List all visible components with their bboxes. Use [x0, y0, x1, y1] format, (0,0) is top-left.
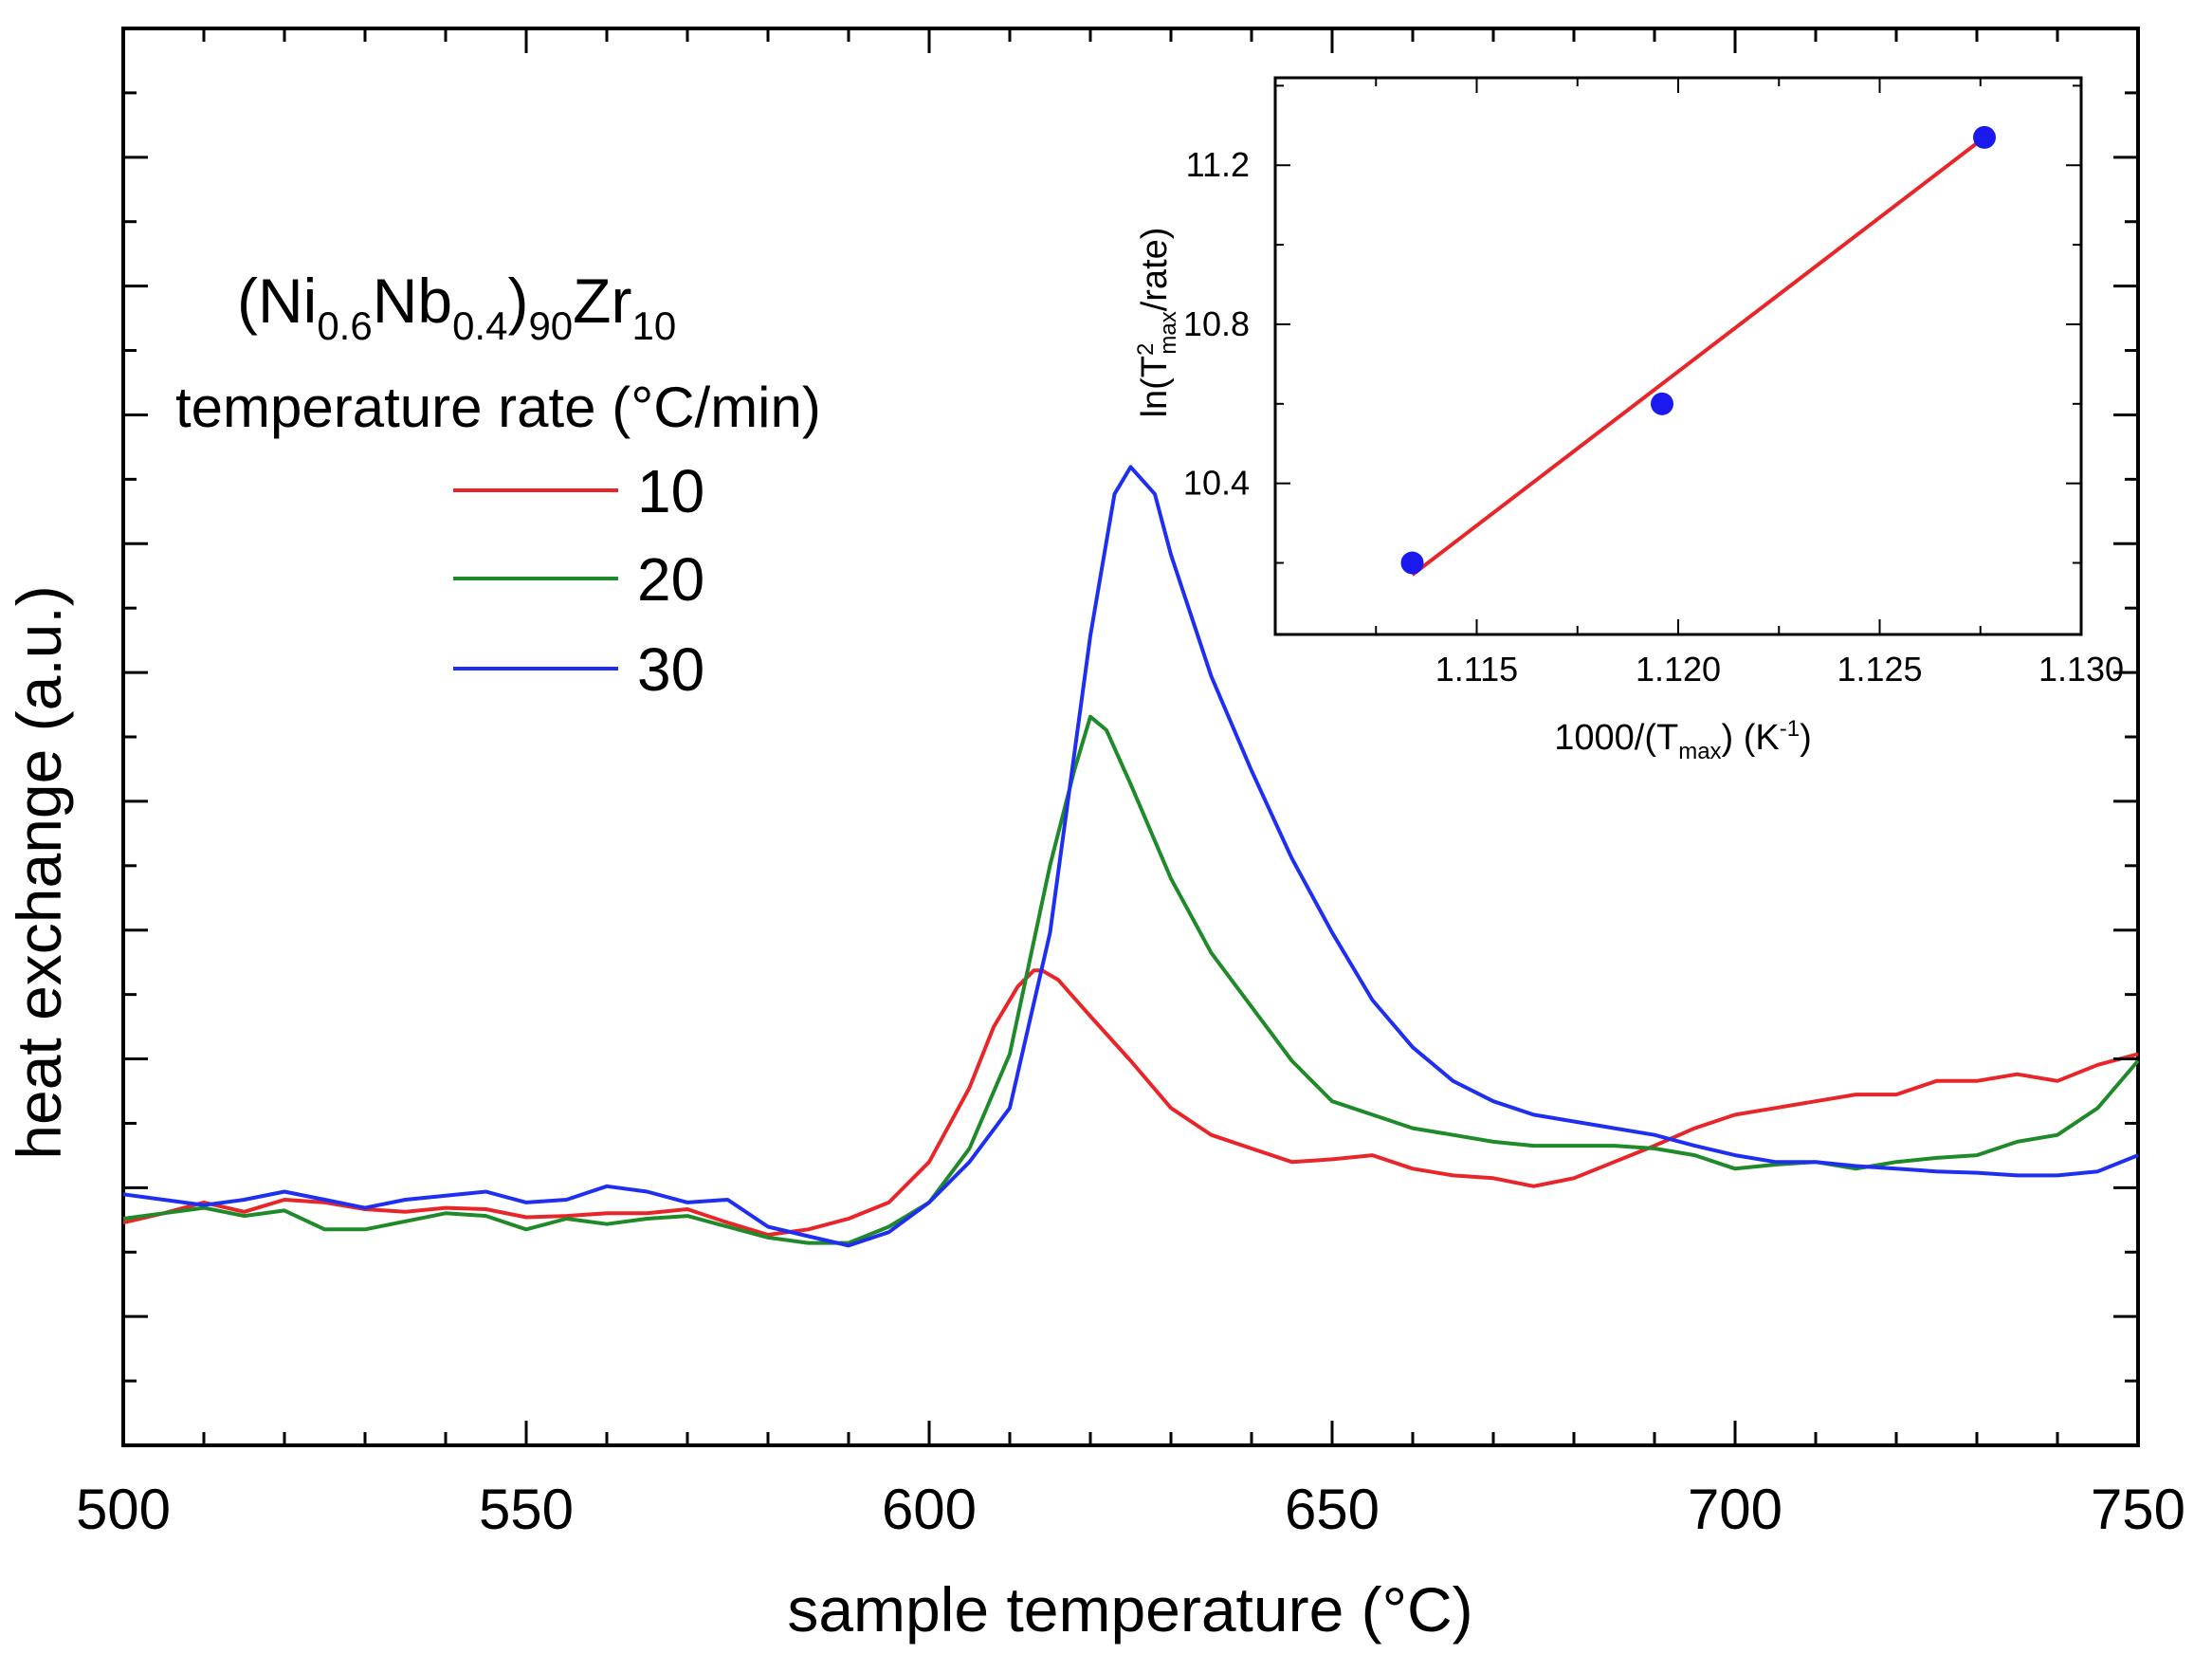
legend-label-20: 20	[637, 545, 704, 614]
inset-y-tick-label: 10.4	[1183, 464, 1250, 503]
inset-y-tick-label: 11.2	[1186, 145, 1250, 184]
main-plot-ticks	[121, 28, 2140, 1445]
inset-x-tick-label: 1.115	[1435, 650, 1518, 689]
inset-y-axis-label: ln(T2max/rate)	[1133, 228, 1181, 418]
series-line-30	[122, 465, 2139, 1248]
x-tick-label: 750	[2091, 1478, 2185, 1541]
inset-plot: 1.115 1.120 1.125 1.130 10.4 10.8 11.2 1…	[1133, 76, 2124, 764]
legend-label-10: 10	[637, 457, 704, 525]
data-point	[1973, 125, 1996, 149]
legend-heading: temperature rate (°C/min)	[175, 376, 821, 439]
fit-line	[1411, 136, 1986, 577]
x-tick-label: 550	[479, 1478, 574, 1541]
inset-x-axis-label: 1000/(Tmax) (K-1)	[1554, 716, 1812, 764]
main-plot: 500 550 600 650 700 750 sample temperatu…	[4, 27, 2185, 1644]
inset-plot-ticks	[1274, 78, 2082, 634]
x-tick-label: 650	[1285, 1478, 1380, 1541]
inset-plot-frame	[1273, 76, 2083, 636]
legend-composition: (Ni0.6Nb0.4)90Zr10	[237, 266, 676, 348]
x-tick-label: 600	[882, 1478, 977, 1541]
series-line-10	[122, 968, 2139, 1237]
x-tick-label: 700	[1688, 1478, 1782, 1541]
legend-label-30: 30	[637, 635, 704, 704]
inset-x-tick-label: 1.125	[1837, 650, 1922, 689]
data-point	[1400, 551, 1424, 575]
inset-x-tick-label: 1.120	[1636, 650, 1721, 689]
legend: (Ni0.6Nb0.4)90Zr10 temperature rate (°C/…	[175, 266, 821, 704]
x-axis-label: sample temperature (°C)	[787, 1574, 1472, 1644]
data-point	[1651, 392, 1673, 415]
inset-y-tick-label: 10.8	[1183, 304, 1250, 343]
x-tick-label: 500	[76, 1478, 171, 1541]
inset-x-tick-label: 1.130	[2038, 650, 2124, 689]
main-plot-lines	[122, 465, 2140, 1248]
y-axis-label: heat exchange (a.u.)	[4, 585, 74, 1159]
